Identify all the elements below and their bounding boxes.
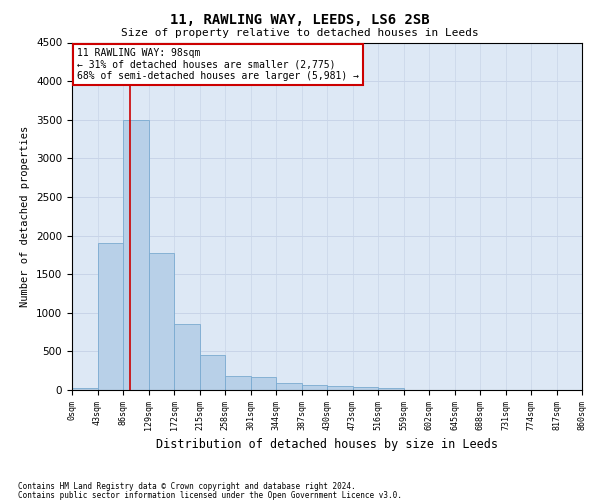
- Bar: [378, 388, 404, 390]
- Bar: [149, 253, 174, 390]
- Bar: [123, 120, 149, 390]
- Text: 11, RAWLING WAY, LEEDS, LS6 2SB: 11, RAWLING WAY, LEEDS, LS6 2SB: [170, 12, 430, 26]
- Text: Contains public sector information licensed under the Open Government Licence v3: Contains public sector information licen…: [18, 490, 402, 500]
- Text: Size of property relative to detached houses in Leeds: Size of property relative to detached ho…: [121, 28, 479, 38]
- Bar: [174, 324, 199, 390]
- Bar: [251, 378, 276, 390]
- Bar: [353, 387, 378, 390]
- Text: Contains HM Land Registry data © Crown copyright and database right 2024.: Contains HM Land Registry data © Crown c…: [18, 482, 356, 491]
- Text: 11 RAWLING WAY: 98sqm
← 31% of detached houses are smaller (2,775)
68% of semi-d: 11 RAWLING WAY: 98sqm ← 31% of detached …: [77, 48, 359, 81]
- Bar: [225, 376, 251, 390]
- Bar: [72, 388, 97, 390]
- Bar: [276, 383, 302, 390]
- Bar: [199, 355, 225, 390]
- Bar: [302, 385, 327, 390]
- Y-axis label: Number of detached properties: Number of detached properties: [20, 126, 31, 307]
- Bar: [97, 244, 123, 390]
- Bar: [327, 386, 353, 390]
- X-axis label: Distribution of detached houses by size in Leeds: Distribution of detached houses by size …: [156, 438, 498, 451]
